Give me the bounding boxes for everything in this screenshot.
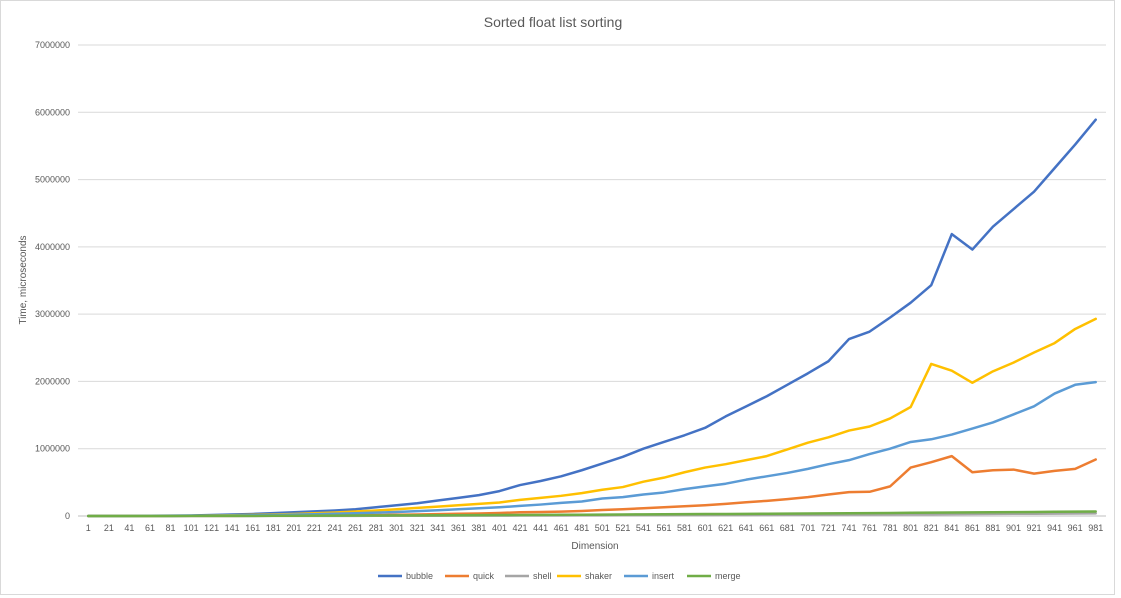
x-tick-label: 361 [451, 523, 466, 533]
x-tick-label: 21 [104, 523, 114, 533]
legend-label-quick: quick [473, 571, 495, 581]
y-tick-label: 1000000 [35, 444, 70, 454]
x-tick-label: 421 [513, 523, 528, 533]
x-tick-label: 761 [862, 523, 877, 533]
x-tick-label: 841 [944, 523, 959, 533]
x-tick-label: 81 [166, 523, 176, 533]
x-tick-label: 781 [883, 523, 898, 533]
legend-label-insert: insert [652, 571, 675, 581]
x-tick-label: 641 [739, 523, 754, 533]
x-tick-label: 261 [348, 523, 363, 533]
x-tick-label: 181 [266, 523, 281, 533]
x-tick-label: 861 [965, 523, 980, 533]
x-tick-label: 121 [204, 523, 219, 533]
x-tick-label: 701 [800, 523, 815, 533]
x-tick-label: 661 [759, 523, 774, 533]
x-tick-label: 41 [124, 523, 134, 533]
legend-item-bubble: bubble [378, 571, 433, 581]
y-tick-label: 0 [65, 511, 70, 521]
x-tick-label: 281 [369, 523, 384, 533]
x-tick-label: 601 [698, 523, 713, 533]
x-tick-label: 981 [1088, 523, 1103, 533]
x-tick-label: 341 [430, 523, 445, 533]
x-axis-tick-labels: 1 21 41 61 81 101 121 141 161 181 201 221 241 261 281 3… [86, 523, 1103, 533]
x-tick-label: 961 [1068, 523, 1083, 533]
legend: bubble quick shell shaker insert merge [378, 571, 741, 581]
legend-label-bubble: bubble [406, 571, 433, 581]
x-tick-label: 301 [389, 523, 404, 533]
y-tick-label: 2000000 [35, 376, 70, 386]
legend-item-insert: insert [624, 571, 675, 581]
x-tick-label: 801 [903, 523, 918, 533]
x-tick-label: 221 [307, 523, 322, 533]
x-tick-label: 401 [492, 523, 507, 533]
x-tick-label: 101 [184, 523, 199, 533]
x-tick-label: 881 [985, 523, 1000, 533]
x-tick-label: 161 [245, 523, 260, 533]
x-tick-label: 241 [327, 523, 342, 533]
x-tick-label: 921 [1027, 523, 1042, 533]
y-tick-label: 6000000 [35, 107, 70, 117]
legend-item-shaker: shaker [557, 571, 612, 581]
x-tick-label: 561 [656, 523, 671, 533]
y-tick-label: 3000000 [35, 309, 70, 319]
legend-label-merge: merge [715, 571, 741, 581]
x-tick-label: 521 [615, 523, 630, 533]
legend-item-merge: merge [687, 571, 741, 581]
grid-lines [78, 44, 1106, 517]
chart-title: Sorted float list sorting [484, 14, 623, 30]
x-tick-label: 321 [410, 523, 425, 533]
x-tick-label: 461 [554, 523, 569, 533]
y-tick-label: 5000000 [35, 175, 70, 185]
x-tick-label: 201 [286, 523, 301, 533]
legend-item-shell: shell [505, 571, 552, 581]
x-tick-label: 941 [1047, 523, 1062, 533]
x-tick-label: 821 [924, 523, 939, 533]
series-lines [87, 118, 1097, 518]
x-tick-label: 741 [841, 523, 856, 533]
y-axis-title: Time, microseconds [18, 235, 29, 324]
series-line-merge [87, 510, 1097, 518]
x-tick-label: 141 [225, 523, 240, 533]
x-axis-title: Dimension [571, 541, 618, 552]
x-tick-label: 441 [533, 523, 548, 533]
x-tick-label: 501 [595, 523, 610, 533]
x-tick-label: 581 [677, 523, 692, 533]
x-tick-label: 721 [821, 523, 836, 533]
x-tick-label: 621 [718, 523, 733, 533]
legend-label-shell: shell [533, 571, 552, 581]
x-tick-label: 541 [636, 523, 651, 533]
x-tick-label: 381 [471, 523, 486, 533]
x-tick-label: 681 [780, 523, 795, 533]
y-axis-tick-labels: 0 1000000 2000000 3000000 4000000 5000000 6000… [35, 40, 70, 521]
y-tick-label: 4000000 [35, 242, 70, 252]
x-tick-label: 901 [1006, 523, 1021, 533]
x-tick-label: 481 [574, 523, 589, 533]
y-tick-label: 7000000 [35, 40, 70, 50]
legend-item-quick: quick [445, 571, 495, 581]
legend-label-shaker: shaker [585, 571, 612, 581]
x-tick-label: 1 [86, 523, 91, 533]
x-tick-label: 61 [145, 523, 155, 533]
